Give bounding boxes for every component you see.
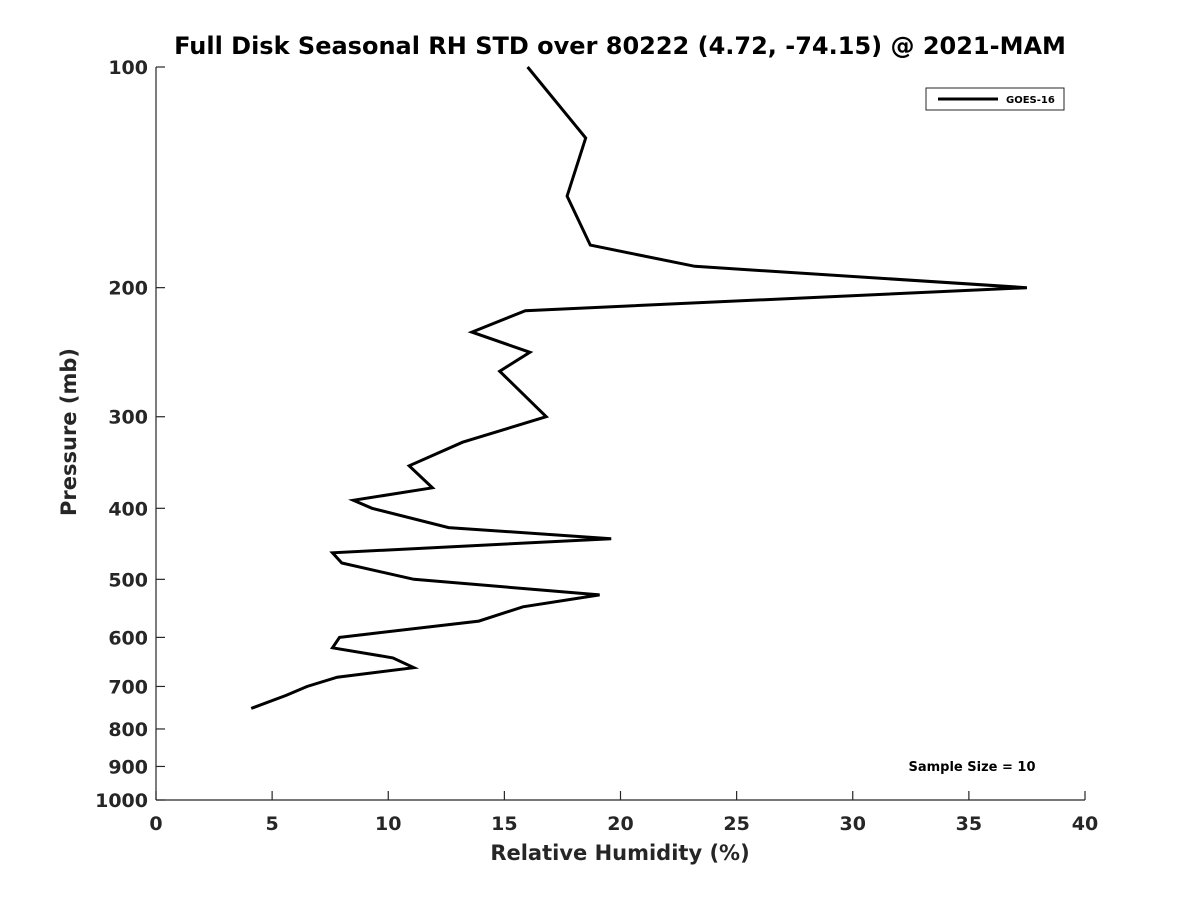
sample-size-annotation: Sample Size = 10 xyxy=(908,760,1035,775)
series-line-goes-16 xyxy=(250,66,1027,710)
y-tick-label: 500 xyxy=(108,569,148,591)
x-tick-label: 35 xyxy=(956,813,982,835)
y-axis-ticks: 100 200 300 400 500 600 700 800 900 1000 xyxy=(95,57,165,812)
x-tick-label: 0 xyxy=(149,813,162,835)
x-axis-ticks: 0 5 10 15 20 25 30 35 40 xyxy=(149,791,1098,835)
legend: GOES-16 xyxy=(925,87,1065,111)
y-tick-label: 700 xyxy=(108,676,148,698)
x-tick-label: 30 xyxy=(840,813,866,835)
y-tick-label: 400 xyxy=(108,498,148,520)
x-tick-label: 5 xyxy=(266,813,279,835)
legend-label-goes-16: GOES-16 xyxy=(1006,95,1055,106)
y-axis-label: Pressure (mb) xyxy=(57,348,81,516)
series-lines xyxy=(250,66,1027,710)
y-tick-label: 800 xyxy=(108,719,148,741)
y-tick-label: 100 xyxy=(108,57,148,79)
x-tick-label: 40 xyxy=(1072,813,1098,835)
y-tick-label: 200 xyxy=(108,278,148,300)
y-tick-label: 900 xyxy=(108,756,148,778)
chart-title: Full Disk Seasonal RH STD over 80222 (4.… xyxy=(174,32,1066,60)
y-tick-label: 1000 xyxy=(95,790,148,812)
x-tick-label: 20 xyxy=(607,813,633,835)
y-tick-label: 300 xyxy=(108,407,148,429)
x-tick-label: 25 xyxy=(723,813,749,835)
x-tick-label: 15 xyxy=(491,813,517,835)
x-axis-label: Relative Humidity (%) xyxy=(490,841,749,865)
x-tick-label: 10 xyxy=(375,813,401,835)
y-tick-label: 600 xyxy=(108,627,148,649)
